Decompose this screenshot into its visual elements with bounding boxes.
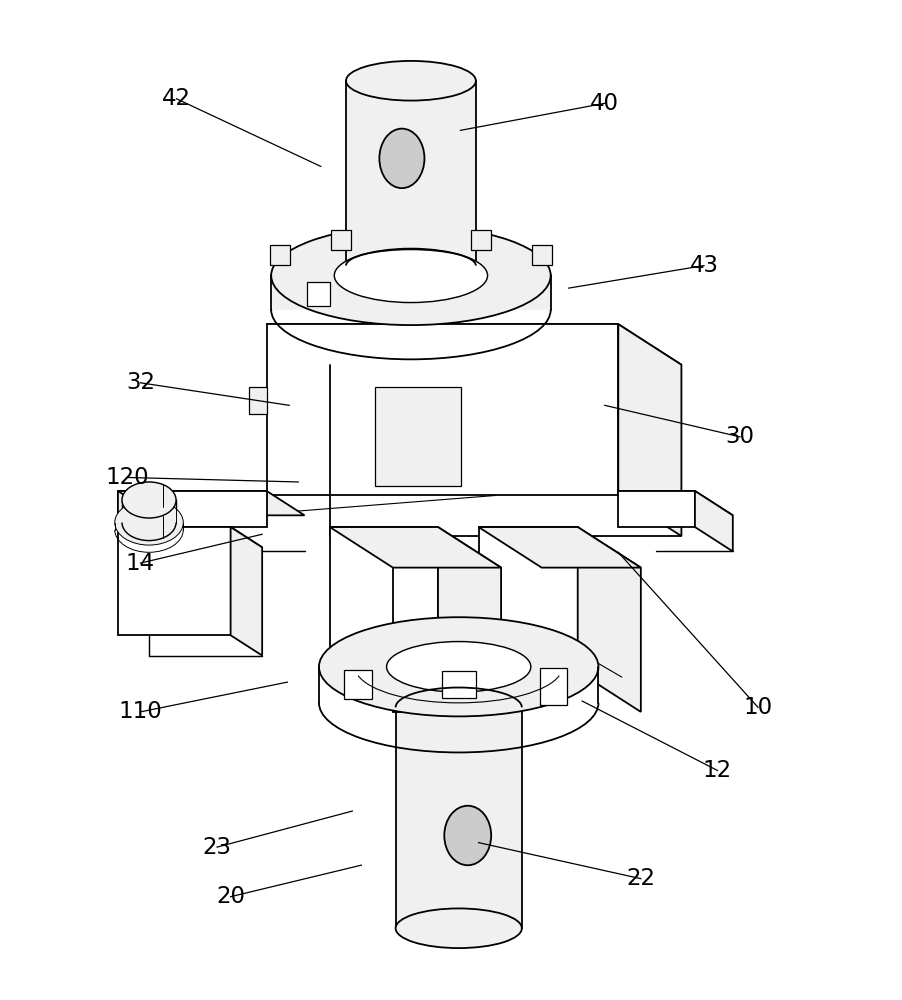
Ellipse shape: [395, 908, 521, 948]
Polygon shape: [118, 491, 266, 527]
Ellipse shape: [122, 482, 176, 518]
Polygon shape: [532, 245, 551, 265]
Ellipse shape: [318, 617, 598, 716]
Polygon shape: [266, 324, 618, 495]
Ellipse shape: [386, 642, 530, 692]
Ellipse shape: [334, 248, 487, 303]
Polygon shape: [478, 527, 640, 568]
Polygon shape: [618, 324, 681, 536]
Text: 40: 40: [590, 92, 619, 115]
Polygon shape: [118, 527, 262, 547]
Polygon shape: [618, 491, 695, 527]
Text: 23: 23: [202, 836, 231, 859]
Polygon shape: [118, 527, 230, 635]
Polygon shape: [470, 230, 490, 250]
Ellipse shape: [379, 129, 424, 188]
Polygon shape: [345, 81, 475, 266]
Text: 110: 110: [118, 700, 162, 723]
Text: 120: 120: [105, 466, 149, 489]
Polygon shape: [331, 230, 351, 250]
Text: 12: 12: [702, 759, 732, 782]
Polygon shape: [307, 282, 329, 306]
Ellipse shape: [271, 226, 550, 325]
Text: 30: 30: [724, 425, 754, 448]
Polygon shape: [266, 324, 681, 365]
Ellipse shape: [115, 500, 183, 545]
Polygon shape: [437, 527, 501, 712]
Polygon shape: [248, 387, 266, 414]
Polygon shape: [695, 491, 732, 551]
Polygon shape: [329, 527, 501, 568]
Text: 22: 22: [626, 867, 655, 890]
Polygon shape: [441, 671, 475, 698]
Text: 43: 43: [689, 254, 718, 277]
Polygon shape: [118, 491, 304, 515]
Polygon shape: [374, 387, 460, 486]
Polygon shape: [618, 491, 732, 515]
Text: 14: 14: [125, 552, 155, 575]
Polygon shape: [577, 527, 640, 712]
Text: 20: 20: [216, 885, 244, 908]
Polygon shape: [271, 275, 550, 310]
Ellipse shape: [345, 61, 475, 101]
Polygon shape: [344, 670, 372, 699]
Text: 10: 10: [742, 696, 772, 719]
Polygon shape: [478, 527, 577, 671]
Polygon shape: [122, 500, 176, 523]
Text: 32: 32: [125, 371, 155, 394]
Polygon shape: [395, 707, 521, 928]
Polygon shape: [539, 668, 566, 705]
Polygon shape: [230, 527, 262, 656]
Ellipse shape: [444, 806, 491, 865]
Polygon shape: [270, 245, 290, 265]
Polygon shape: [118, 491, 156, 551]
Polygon shape: [318, 667, 598, 703]
Text: 42: 42: [161, 87, 191, 110]
Polygon shape: [329, 527, 437, 671]
